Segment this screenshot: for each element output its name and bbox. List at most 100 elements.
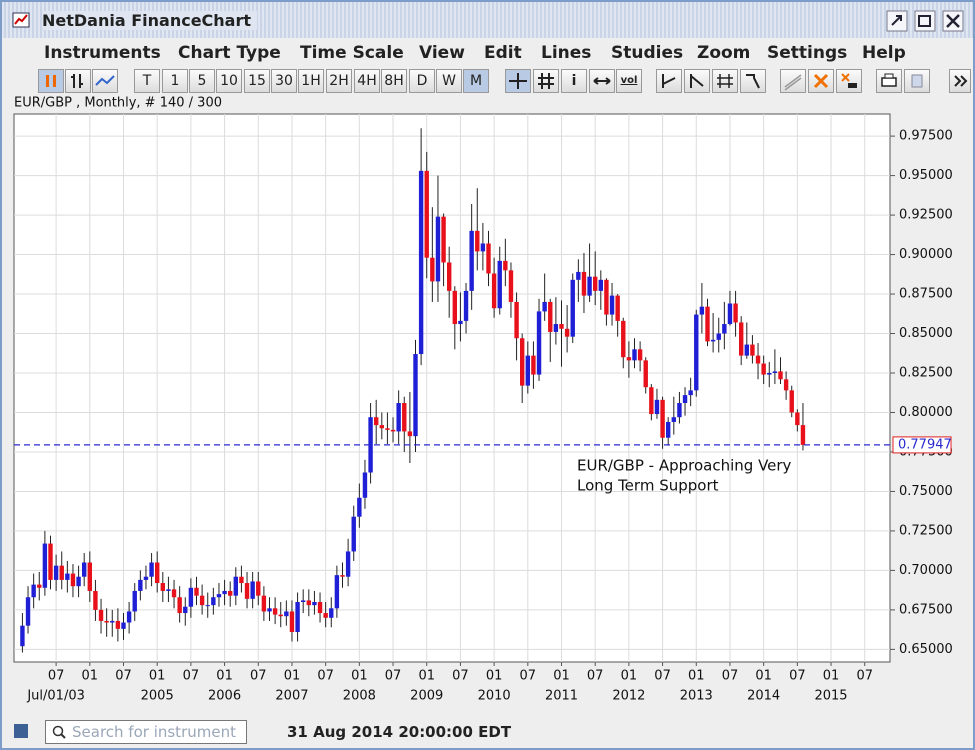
candle-body: [396, 403, 401, 432]
timeframe-button[interactable]: W: [436, 69, 462, 93]
menu-item[interactable]: Instruments: [44, 43, 161, 63]
candle-body: [20, 625, 25, 647]
status-indicator: [14, 724, 28, 738]
detach-button[interactable]: [904, 69, 930, 93]
timeframe-button[interactable]: 5: [189, 69, 215, 93]
candle-body: [42, 543, 48, 588]
menu-item[interactable]: Settings: [767, 43, 848, 63]
crosshair-button[interactable]: [505, 69, 531, 93]
timeframe-button[interactable]: 10: [216, 69, 242, 93]
info-button[interactable]: i: [561, 69, 587, 93]
x-tick-label: 07: [452, 669, 469, 684]
candle-body: [267, 608, 272, 612]
draw-button[interactable]: [656, 69, 682, 93]
candle-button[interactable]: [38, 69, 64, 93]
candle-body: [351, 516, 356, 552]
candle-body: [104, 620, 109, 623]
candle-body: [542, 301, 547, 312]
draw-button[interactable]: [712, 69, 738, 93]
grid-button[interactable]: [533, 69, 559, 93]
x-year-label: 2011: [545, 689, 578, 704]
cursor-button[interactable]: [740, 69, 766, 93]
timeframe-button[interactable]: 30: [271, 69, 297, 93]
candle-body: [362, 472, 368, 498]
candle-body: [70, 573, 76, 587]
menu-item[interactable]: Chart Type: [178, 43, 281, 63]
candle-body: [183, 606, 188, 614]
candle-body: [160, 583, 166, 591]
x-year-label: 2014: [747, 689, 780, 704]
candle-body: [705, 306, 710, 342]
delete-all-button[interactable]: [836, 69, 862, 93]
candle-body: [227, 590, 233, 596]
candle-body: [194, 587, 199, 596]
candle-body: [491, 273, 497, 309]
candle-body: [710, 339, 716, 342]
x-year-label: 2010: [478, 689, 511, 704]
candle-body: [722, 324, 727, 334]
scroll-button[interactable]: [589, 69, 615, 93]
candle-body: [93, 590, 98, 610]
x-tick-label: 01: [216, 669, 233, 684]
candle-body: [289, 611, 295, 632]
timeframe-button[interactable]: 1H: [298, 69, 324, 93]
draw-button[interactable]: [684, 69, 710, 93]
candle-body: [272, 608, 278, 615]
delete-button[interactable]: [808, 69, 834, 93]
menu-item[interactable]: Studies: [611, 43, 684, 63]
candle-body: [413, 354, 418, 437]
trendline-button[interactable]: [780, 69, 806, 93]
candle-body: [222, 590, 227, 595]
window-controls[interactable]: [886, 10, 968, 32]
candle-body: [463, 290, 469, 321]
candle-body: [632, 349, 637, 361]
candle-body: [592, 276, 598, 291]
y-tick-label: 0.67500: [899, 602, 953, 617]
timeframe-button[interactable]: 8H: [381, 69, 407, 93]
candle-body: [738, 322, 744, 356]
candle-body: [497, 260, 502, 309]
candle-body: [548, 301, 553, 332]
menu-item[interactable]: View: [419, 43, 465, 63]
candle-body: [446, 262, 452, 291]
menu-item[interactable]: Edit: [484, 43, 522, 63]
menu-item[interactable]: Lines: [541, 43, 592, 63]
timeframe-button[interactable]: T: [134, 69, 160, 93]
x-tick-label: 01: [149, 669, 166, 684]
more-button[interactable]: [949, 69, 971, 93]
candle-body: [626, 357, 632, 361]
candle-body: [643, 360, 648, 388]
print-button[interactable]: [876, 69, 902, 93]
candle-body: [154, 562, 160, 584]
candle-body: [244, 583, 250, 599]
x-tick-label: 07: [385, 669, 402, 684]
timeframe-button[interactable]: 4H: [354, 69, 380, 93]
candle-body: [418, 170, 424, 355]
bar-button[interactable]: [65, 69, 91, 93]
candle-body: [480, 243, 486, 252]
candle-body: [761, 363, 766, 375]
candle-body: [750, 344, 755, 356]
candle-body: [177, 597, 182, 614]
timeframe-button[interactable]: 1: [162, 69, 188, 93]
line-button[interactable]: [92, 69, 118, 93]
menu-item[interactable]: Help: [862, 43, 906, 63]
timeframe-button[interactable]: 2H: [326, 69, 352, 93]
timeframe-button[interactable]: M: [463, 69, 489, 93]
candle-body: [469, 230, 474, 291]
candle-body: [149, 562, 154, 577]
candle-body: [789, 390, 794, 413]
timeframe-button[interactable]: 15: [244, 69, 270, 93]
volume-button[interactable]: vol: [616, 69, 642, 93]
candle-body: [345, 551, 351, 577]
search-box[interactable]: Search for instrument: [45, 720, 247, 744]
menu-item[interactable]: Zoom: [697, 43, 751, 63]
candle-body: [250, 581, 255, 599]
timeframe-button[interactable]: D: [409, 69, 435, 93]
candle-body: [407, 431, 413, 437]
menu-item[interactable]: Time Scale: [300, 43, 404, 63]
candle-body: [110, 620, 115, 623]
candle-body: [138, 579, 143, 591]
y-tick-label: 0.97500: [899, 129, 953, 144]
